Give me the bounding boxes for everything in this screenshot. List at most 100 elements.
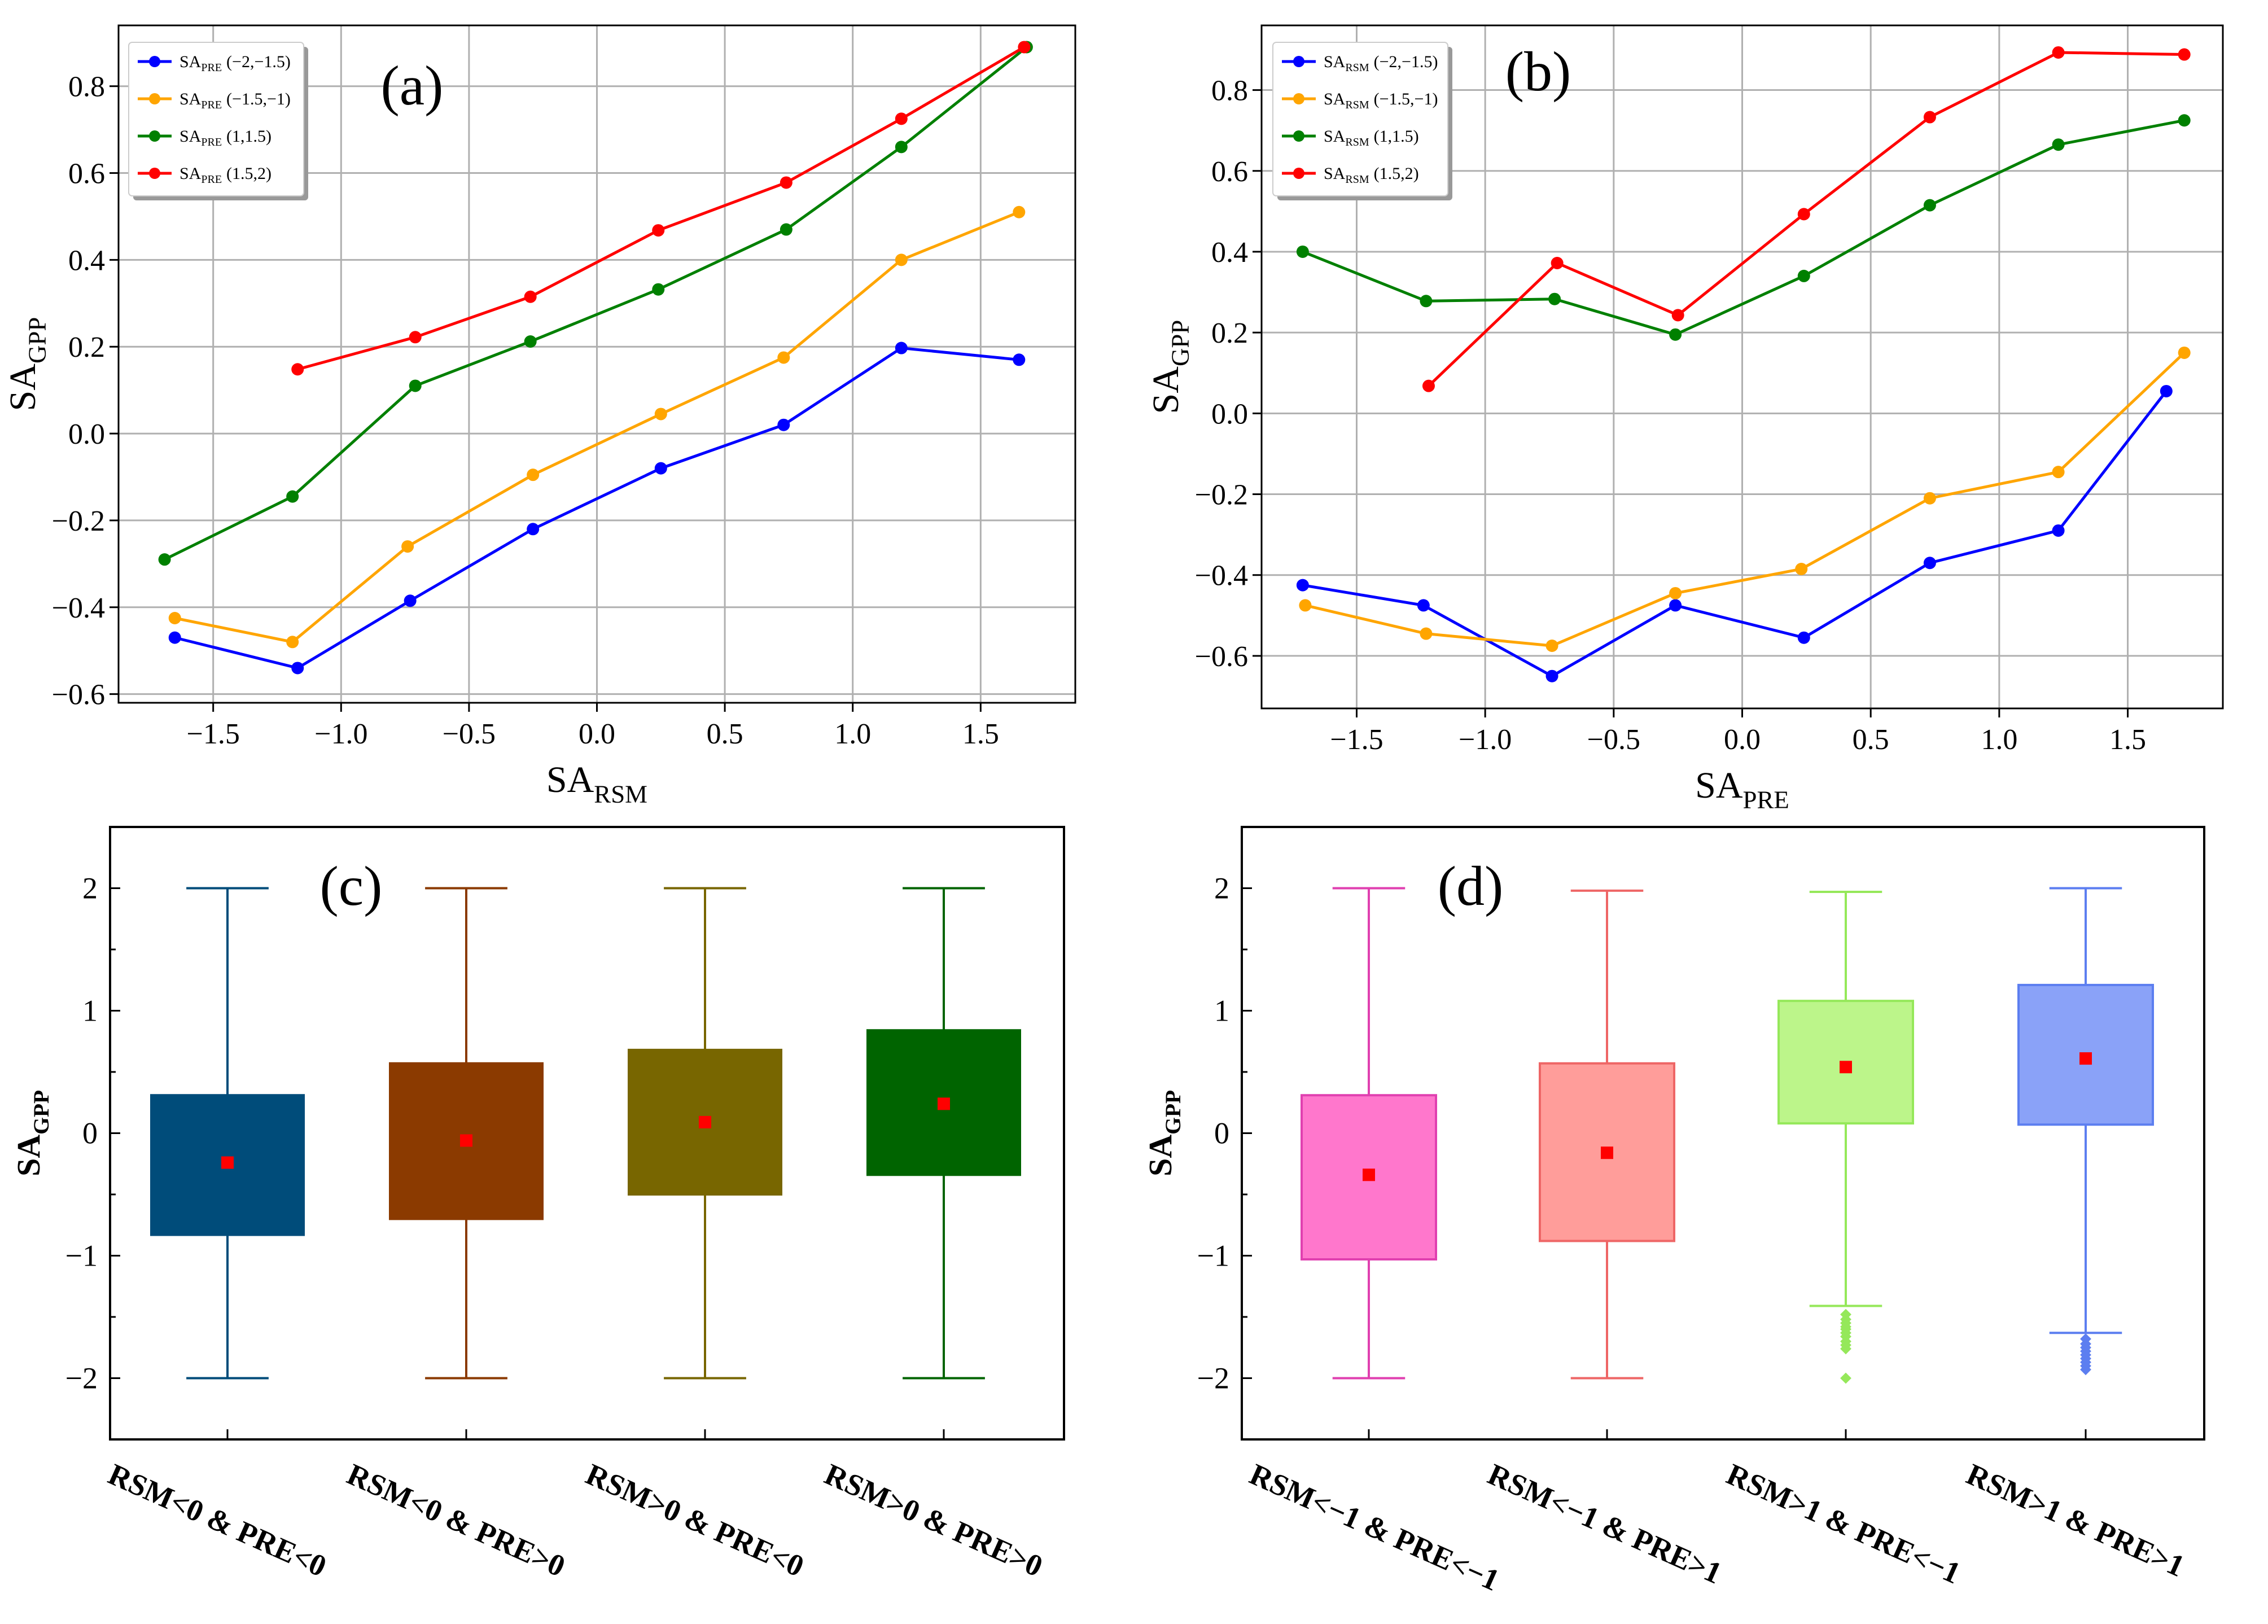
y-tick-label: 2 xyxy=(1214,872,1229,905)
legend-marker xyxy=(149,130,160,142)
x-axis-label-sub: PRE xyxy=(1743,785,1789,813)
data-point xyxy=(2052,524,2065,537)
y-axis-label-sub: GPP xyxy=(29,1090,54,1135)
data-point xyxy=(409,331,422,344)
legend-marker xyxy=(1293,93,1304,104)
data-point xyxy=(895,253,908,266)
data-point xyxy=(404,594,417,607)
data-point xyxy=(895,112,908,125)
panel-label: (d) xyxy=(1438,855,1504,917)
data-point xyxy=(1013,205,1026,218)
x-tick-label: −1.0 xyxy=(314,718,367,750)
legend-marker xyxy=(149,93,160,104)
data-point xyxy=(1797,269,1810,282)
x-axis-label: SAPRE xyxy=(1695,765,1789,813)
y-axis-label-sub: GPP xyxy=(23,317,51,364)
y-tick-label: 0 xyxy=(1214,1117,1229,1150)
legend-box xyxy=(1272,42,1448,196)
x-tick-label: 0.0 xyxy=(579,718,615,750)
data-point xyxy=(1018,41,1031,54)
data-point xyxy=(1548,292,1561,305)
mean-marker xyxy=(938,1097,950,1110)
legend-label-base: SA xyxy=(179,164,202,183)
mean-marker xyxy=(1363,1168,1375,1181)
y-axis-label: SAGPP xyxy=(10,1090,54,1176)
legend-box xyxy=(128,42,304,196)
data-point xyxy=(1296,245,1309,258)
data-point xyxy=(895,342,908,354)
series-line xyxy=(174,211,1020,644)
outlier-point xyxy=(1840,1343,1851,1355)
legend-label-base: SA xyxy=(179,52,202,71)
y-tick-label: −0.4 xyxy=(1195,560,1248,592)
x-tick-label: 1.0 xyxy=(1981,724,2017,756)
y-tick-label: 0.8 xyxy=(1211,75,1248,107)
data-point xyxy=(2052,46,2065,59)
legend-label: SARSM (1,1.5) xyxy=(1324,127,1419,148)
series-line xyxy=(174,346,1019,670)
data-point xyxy=(895,141,908,154)
category-label: RSM>1 & PRE<−1 xyxy=(1722,1457,1965,1590)
data-point xyxy=(780,223,793,236)
y-tick-label: −0.2 xyxy=(52,505,105,537)
x-tick-label: −0.5 xyxy=(443,718,496,750)
x-axis-label: SARSM xyxy=(546,759,647,808)
data-point xyxy=(1545,640,1558,653)
mean-marker xyxy=(460,1134,472,1147)
legend-label-base: SA xyxy=(1324,90,1346,108)
panel-label: (b) xyxy=(1505,40,1571,103)
x-tick-label: 1.0 xyxy=(834,718,871,750)
x-axis-label-base: SA xyxy=(1695,765,1743,806)
y-tick-label: −1 xyxy=(1197,1239,1229,1273)
data-point xyxy=(168,631,181,644)
series-line xyxy=(1302,390,2168,678)
legend-marker xyxy=(1293,56,1304,67)
legend-label-sub: RSM xyxy=(1345,62,1369,74)
y-tick-label: 0.6 xyxy=(68,158,105,190)
series-line xyxy=(1304,352,2186,647)
series-line xyxy=(164,46,1028,561)
category-label: RSM>1 & PRE>1 xyxy=(1961,1457,2190,1583)
y-tick-label: 0.2 xyxy=(1211,317,1248,349)
legend-label: SAPRE (1.5,2) xyxy=(179,164,272,186)
x-tick-label: 1.5 xyxy=(2109,724,2146,756)
legend-label: SARSM (−2,−1.5) xyxy=(1324,52,1438,74)
legend-label-range: (−1.5,−1) xyxy=(226,90,291,108)
data-point xyxy=(1013,353,1026,366)
legend-label: SARSM (1.5,2) xyxy=(1324,164,1419,186)
y-tick-label: −2 xyxy=(1197,1362,1229,1395)
data-point xyxy=(1422,379,1435,392)
data-point xyxy=(2178,346,2191,359)
mean-marker xyxy=(699,1115,711,1128)
legend-label: SARSM (−1.5,−1) xyxy=(1324,90,1438,111)
legend-marker xyxy=(1293,168,1304,179)
panel-label: (a) xyxy=(381,54,444,117)
data-point xyxy=(2160,384,2173,397)
panel-b: −1.5 −1.0 −0.5 0.0 0.5 1.0 1.5 −0.6 −0.4 −0.2 0.0 0… xyxy=(1145,24,2224,813)
data-point xyxy=(1420,295,1433,308)
x-tick-label: −1.0 xyxy=(1459,724,1512,756)
data-point xyxy=(1420,627,1433,640)
y-tick-label: 0.6 xyxy=(1211,156,1248,188)
category-label: RSM<0 & PRE>0 xyxy=(342,1457,570,1583)
data-point xyxy=(1417,599,1430,612)
legend-label-sub: RSM xyxy=(1345,99,1369,111)
data-point xyxy=(409,379,422,392)
legend-label: SAPRE (−1.5,−1) xyxy=(179,90,291,111)
data-point xyxy=(1669,586,1682,599)
legend-label-base: SA xyxy=(1324,52,1346,71)
legend-label-range: (−2,−1.5) xyxy=(1374,52,1438,71)
legend: SAPRE (−2,−1.5)SAPRE (−1.5,−1)SAPRE (1,1.5)… xyxy=(128,42,308,200)
legend-marker xyxy=(149,56,160,67)
legend-label-sub: PRE xyxy=(201,62,222,74)
mean-marker xyxy=(221,1156,234,1169)
category-label: RSM<0 & PRE<0 xyxy=(103,1457,331,1583)
series-line xyxy=(1302,119,2185,336)
y-tick-label: 0.2 xyxy=(68,331,105,364)
category-label: RSM>0 & PRE<0 xyxy=(581,1457,809,1583)
y-tick-label: 0.4 xyxy=(68,244,105,277)
data-point xyxy=(1299,599,1312,612)
y-tick-label: 0.4 xyxy=(1211,237,1248,269)
